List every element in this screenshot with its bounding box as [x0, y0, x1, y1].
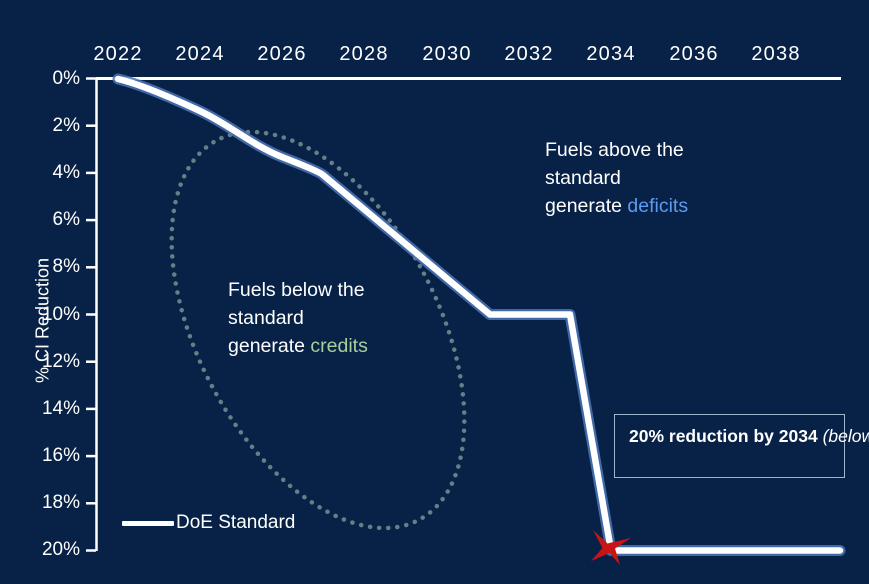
y-tick-label-4: 4%: [52, 162, 80, 183]
y-tick-label-18: 18%: [41, 492, 80, 513]
legend-label-doe-standard: DoE Standard: [176, 512, 296, 533]
y-tick-label-20: 20%: [41, 539, 80, 560]
credits-region-ellipse: [169, 129, 467, 531]
series-doe-standard: [112, 73, 846, 556]
x-tick-label-2034: 2034: [586, 43, 636, 65]
callout-box: 20% reduction by 2034 (below 2017 levels…: [614, 414, 869, 478]
x-tick-label-2026: 2026: [257, 43, 307, 65]
x-tick-label-2038: 2038: [751, 43, 801, 65]
x-tick-label-2024: 2024: [175, 43, 225, 65]
x-tick-label-2032: 2032: [504, 43, 554, 65]
deficits-annotation-line1: Fuels above the: [545, 139, 684, 161]
y-tick-label-0: 0%: [52, 68, 80, 89]
y-tick-marks: [86, 77, 96, 552]
credits-keyword: credits: [310, 335, 368, 357]
target-marker-icon: [591, 530, 631, 565]
y-tick-label-2: 2%: [52, 115, 80, 136]
y-tick-label-12: 12%: [41, 351, 80, 372]
callout-text: 20% reduction by 2034 (below 2017 levels…: [629, 425, 869, 448]
credits-annotation-line2: standard: [228, 307, 304, 329]
y-tick-label-8: 8%: [52, 256, 80, 277]
y-tick-label-6: 6%: [52, 209, 80, 230]
y-axis-title: % CI Reduction: [32, 257, 53, 384]
credits-annotation-prefix: generate: [228, 335, 311, 357]
callout-italic-text: (below 2017 levels): [822, 426, 869, 446]
credits-annotation-line1: Fuels below the: [228, 279, 365, 301]
x-tick-label-2030: 2030: [422, 43, 472, 65]
y-tick-label-16: 16%: [41, 445, 80, 466]
y-tick-label-14: 14%: [41, 398, 80, 419]
x-tick-label-2036: 2036: [669, 43, 719, 65]
x-tick-label-2028: 2028: [339, 43, 389, 65]
gridlines: [117, 79, 818, 575]
x-tick-label-2022: 2022: [93, 43, 143, 65]
callout-bold-text: 20% reduction by 2034: [629, 426, 823, 446]
credits-annotation: Fuels below the standard generate credit…: [228, 276, 368, 360]
credits-annotation-line3: generate credits: [228, 332, 368, 360]
legend: DoE Standard: [122, 512, 295, 534]
deficits-keyword: deficits: [627, 195, 689, 217]
deficits-annotation: Fuels above the standard generate defici…: [545, 136, 688, 220]
deficits-annotation-prefix: generate: [545, 195, 628, 217]
deficits-annotation-line2: standard: [545, 167, 621, 189]
legend-swatch-doe-standard: [122, 520, 174, 526]
y-tick-label-10: 10%: [41, 304, 80, 325]
deficits-annotation-line3: generate deficits: [545, 192, 688, 220]
